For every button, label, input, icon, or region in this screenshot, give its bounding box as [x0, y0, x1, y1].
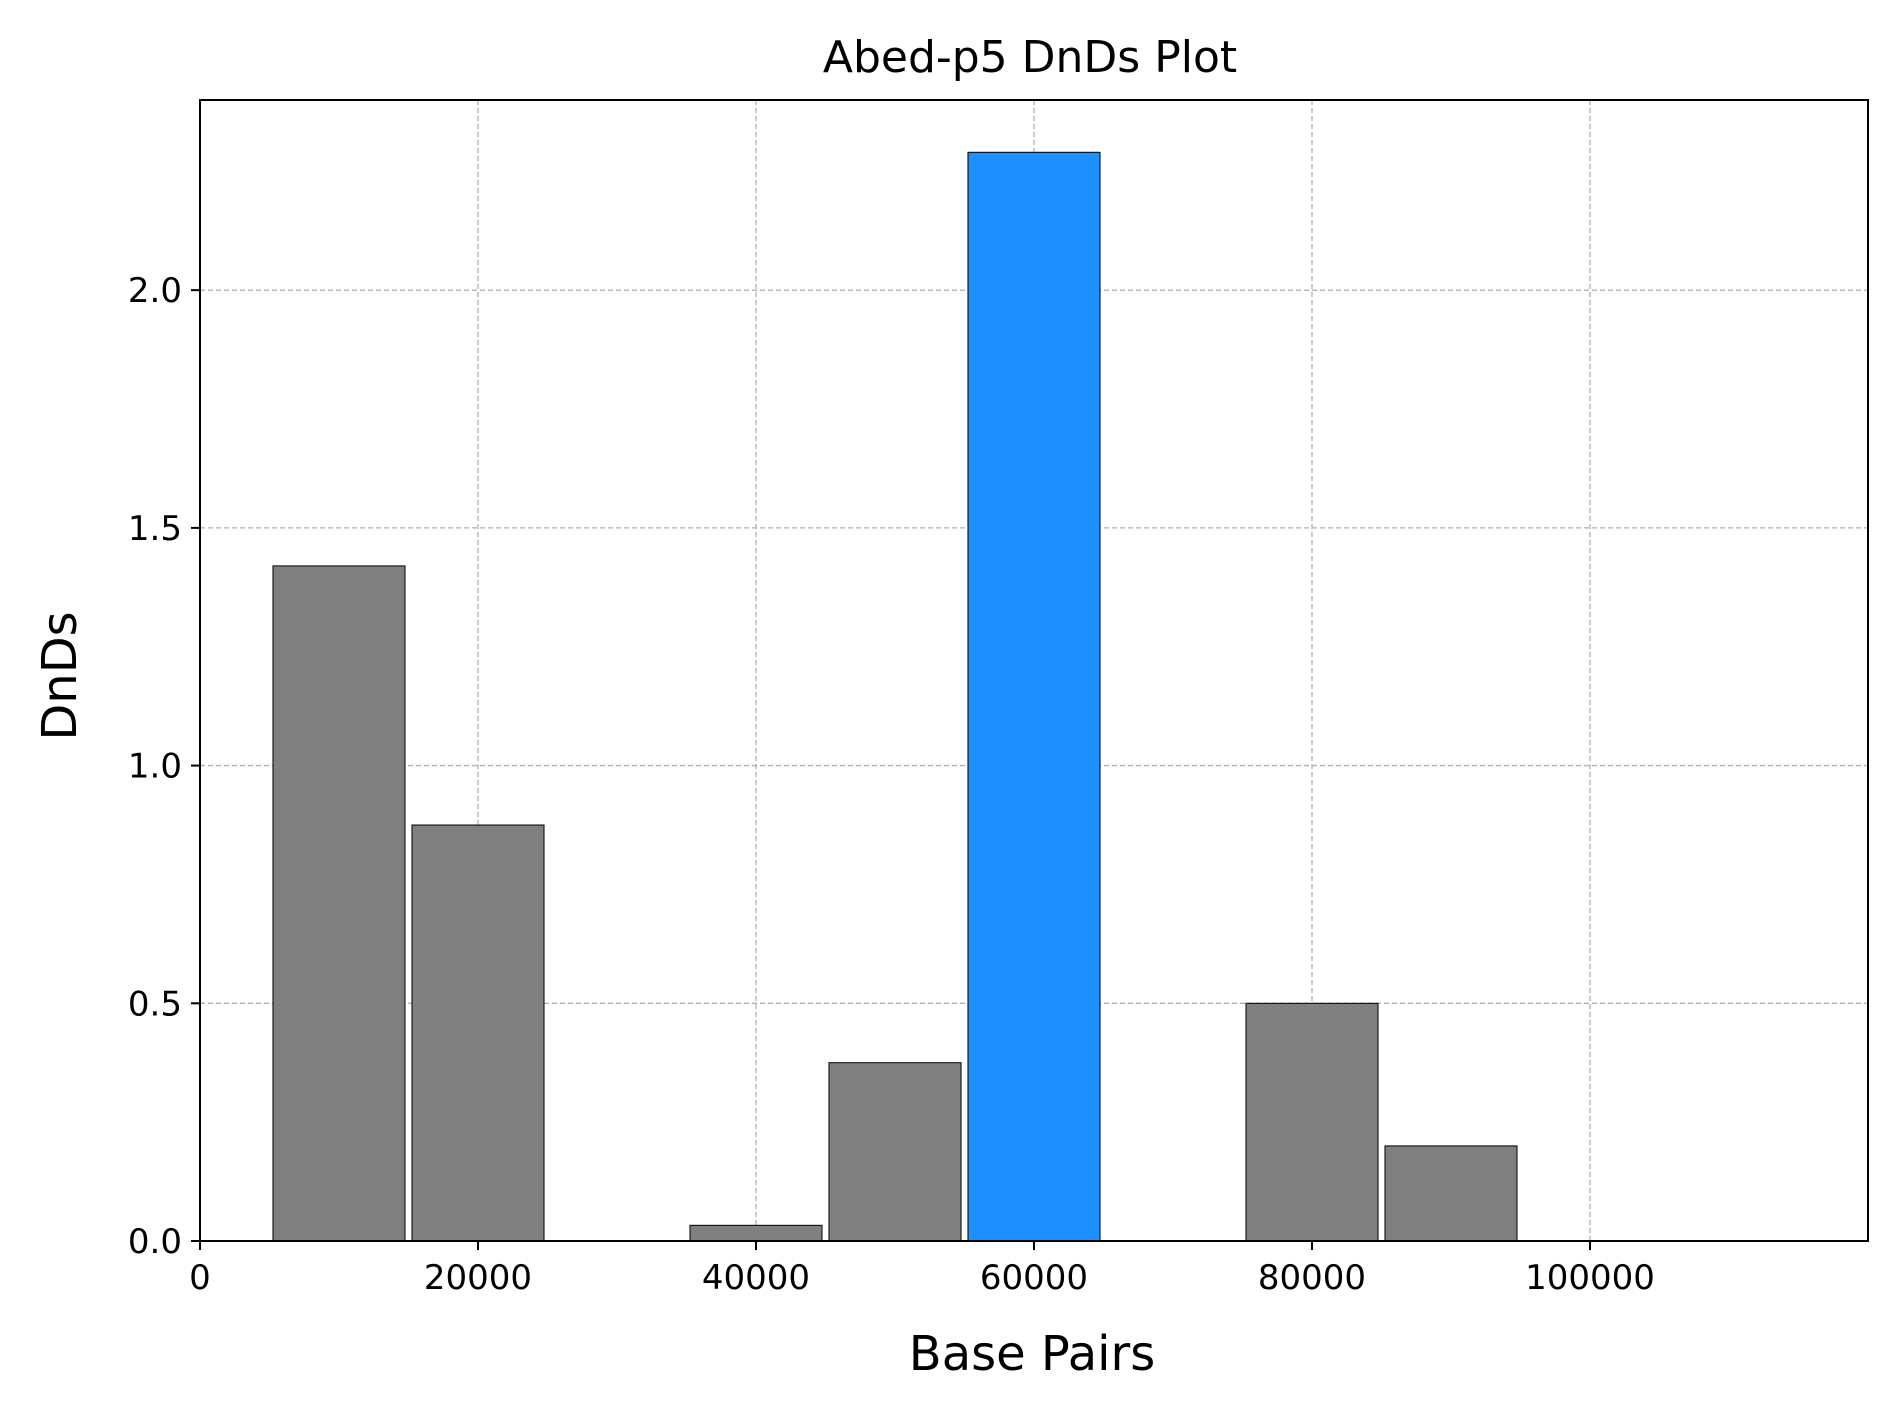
bar-highlight: [967, 151, 1101, 1242]
x-tick-label: 60000: [980, 1258, 1088, 1298]
x-tick-label: 40000: [702, 1258, 810, 1298]
y-tick-label: 1.5: [128, 509, 182, 549]
x-axis-label: Base Pairs: [909, 1326, 1155, 1382]
x-tick-label: 100000: [1525, 1258, 1655, 1298]
y-tick-label: 0.5: [128, 984, 182, 1024]
x-tick-label: 20000: [424, 1258, 532, 1298]
bar: [828, 1062, 962, 1242]
bar: [1245, 1002, 1379, 1242]
bar: [411, 824, 545, 1242]
chart-title: Abed-p5 DnDs Plot: [823, 32, 1237, 83]
y-tick-label: 1.0: [128, 747, 182, 787]
bars: [272, 151, 1518, 1242]
bar: [689, 1224, 823, 1242]
x-tick-label: 80000: [1258, 1258, 1366, 1298]
bar: [272, 565, 406, 1242]
y-axis-label: DnDs: [32, 611, 88, 740]
x-tick-label: 0: [189, 1258, 211, 1298]
y-tick-label: 0.0: [128, 1222, 182, 1262]
bar: [1384, 1145, 1518, 1242]
y-tick-label: 2.0: [128, 271, 182, 311]
ticks: 0 20000 40000 60000 80000 100000 0.0 0.5 1.0 1.5 2…: [128, 271, 1655, 1298]
